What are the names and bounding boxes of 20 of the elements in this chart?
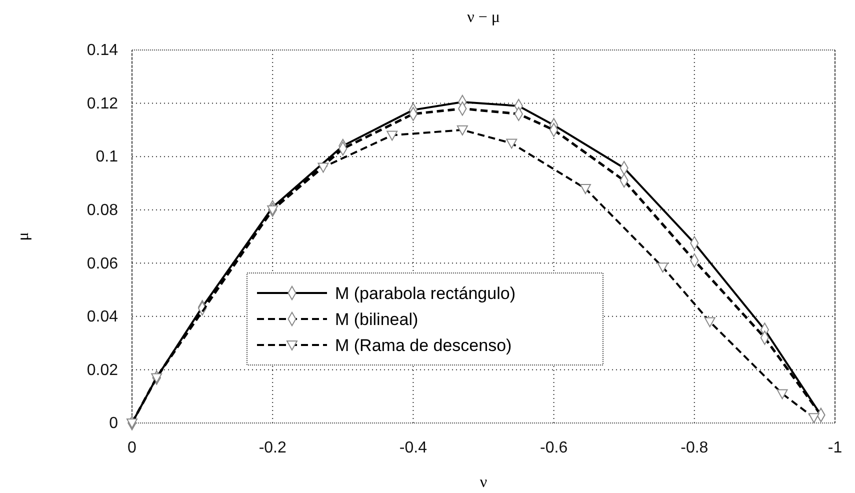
x-tick-label: -0.6 [540,439,568,456]
legend-label: M (parabola rectángulo) [335,284,516,303]
legend-label: M (bilineal) [335,310,418,329]
x-tick-label: -0.4 [399,439,428,456]
y-tick-label: 0.08 [86,202,118,219]
y-tick-label: 0.12 [86,95,118,112]
legend-label: M (Rama de descenso) [335,336,512,355]
y-tick-label: 0.06 [86,255,118,272]
x-tick-label: -0.2 [258,439,286,456]
x-tick-label: 0 [128,439,137,456]
y-tick-label: 0 [109,415,118,432]
y-tick-label: 0.04 [86,308,118,326]
x-tick-label: -1 [828,439,842,456]
x-tick-label: -0.8 [680,439,708,456]
y-tick-label: 0.02 [86,362,118,379]
y-axis-title: μ [15,232,32,241]
y-tick-label: 0.14 [86,42,118,60]
chart-title: ν − μ [467,9,500,26]
x-axis-title: ν [480,474,488,491]
y-tick-label: 0.1 [96,148,118,166]
